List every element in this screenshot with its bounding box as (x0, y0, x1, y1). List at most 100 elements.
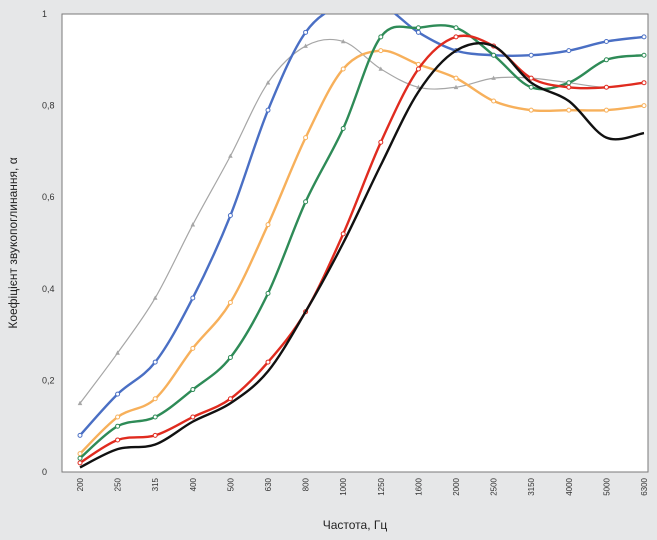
data-point (566, 80, 572, 86)
data-point (340, 231, 346, 237)
data-point (152, 414, 158, 420)
data-point (415, 25, 421, 31)
x-tick-label: 200 (76, 477, 85, 491)
series-3 (77, 48, 647, 457)
data-point (566, 84, 572, 90)
data-point (152, 432, 158, 438)
data-point (603, 107, 609, 113)
x-tick-label: 1600 (414, 477, 423, 495)
series-line (79, 49, 645, 455)
series-line (79, 41, 645, 469)
data-point (190, 222, 196, 227)
data-point (528, 107, 534, 113)
data-point (415, 66, 421, 72)
x-tick-label: 5000 (602, 477, 611, 495)
data-point (265, 80, 271, 85)
data-point (303, 135, 309, 141)
x-tick-label: 630 (264, 477, 273, 491)
y-axis-title: Коефіцієнт звукопоглинання, α (6, 157, 20, 328)
data-point (115, 414, 121, 420)
data-point (340, 66, 346, 72)
data-point (77, 455, 83, 461)
series-line (79, 38, 645, 404)
data-point (227, 355, 233, 360)
data-point (341, 3, 345, 7)
data-point (641, 103, 647, 109)
data-point (152, 295, 158, 300)
data-point (227, 300, 233, 306)
data-point (566, 107, 572, 113)
data-point (227, 396, 233, 402)
data-point (528, 75, 534, 81)
data-point (265, 359, 271, 365)
data-point (77, 460, 83, 466)
data-point (115, 391, 121, 397)
data-point (190, 345, 196, 351)
data-point (491, 75, 496, 80)
x-axis-title: Частота, Гц (323, 518, 388, 532)
data-point (77, 432, 83, 438)
data-point (152, 359, 158, 365)
data-point (453, 75, 459, 81)
data-point (303, 199, 309, 205)
y-tick-label: 0,6 (42, 192, 55, 202)
y-axis-ticks: 0 0,2 0,4 0,6 0,8 1 (42, 9, 55, 477)
x-tick-label: 315 (151, 477, 160, 491)
data-point (415, 29, 421, 35)
x-tick-label: 2500 (490, 477, 499, 495)
data-point (227, 213, 233, 219)
data-point (453, 84, 459, 90)
x-tick-label: 400 (189, 477, 198, 491)
x-tick-label: 800 (302, 477, 311, 491)
data-point (641, 52, 647, 58)
series-line (79, 14, 645, 437)
data-point (265, 290, 271, 296)
data-point (378, 139, 384, 145)
data-point (340, 126, 346, 131)
data-point (603, 57, 609, 63)
data-point (528, 84, 534, 90)
series-layer (77, 3, 647, 469)
data-point (190, 387, 196, 393)
data-point (77, 451, 83, 457)
data-point (303, 43, 308, 48)
x-tick-label: 2000 (452, 477, 461, 495)
data-point (453, 34, 459, 40)
x-tick-label: 500 (226, 477, 235, 491)
y-tick-label: 0,2 (42, 375, 55, 385)
data-point (641, 80, 647, 86)
data-point (340, 38, 346, 44)
data-point (528, 52, 534, 58)
data-point (603, 84, 609, 90)
data-point (265, 107, 271, 113)
data-point (115, 423, 121, 429)
data-point (152, 396, 158, 402)
data-point (228, 153, 233, 158)
series-line (79, 34, 645, 464)
data-point (378, 34, 384, 40)
x-tick-label: 1000 (339, 477, 348, 495)
x-tick-label: 6300 (640, 477, 649, 495)
y-tick-label: 0,8 (42, 101, 55, 111)
y-tick-label: 1 (42, 9, 47, 19)
data-point (115, 350, 120, 355)
data-point (303, 29, 309, 35)
x-axis-ticks: 200 250 315 400 500 630 800 1000 1250 1600 2000 250… (76, 477, 649, 495)
data-point (641, 34, 647, 40)
data-point (378, 48, 384, 54)
data-point (77, 400, 83, 406)
x-tick-label: 3150 (527, 477, 536, 495)
data-point (379, 3, 383, 7)
x-tick-label: 250 (114, 477, 123, 491)
data-point (566, 48, 572, 54)
data-point (491, 98, 497, 104)
data-point (265, 222, 271, 228)
y-tick-label: 0,4 (42, 284, 55, 294)
data-point (190, 414, 196, 420)
x-tick-label: 4000 (565, 477, 574, 495)
series-6 (79, 41, 645, 469)
data-point (603, 38, 609, 44)
data-point (453, 25, 459, 31)
x-tick-label: 1250 (377, 477, 386, 495)
